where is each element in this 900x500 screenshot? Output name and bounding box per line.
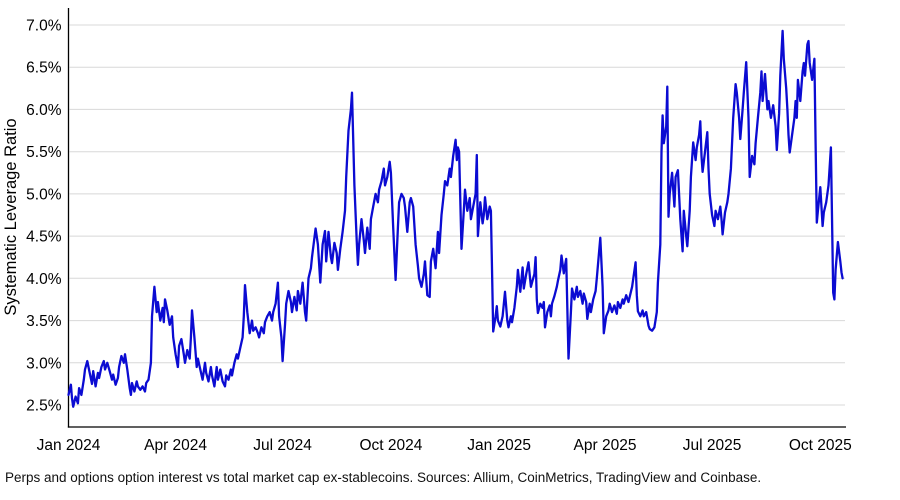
series-line xyxy=(67,29,844,408)
y-axis-title: Systematic Leverage Ratio xyxy=(2,118,20,315)
y-tick-label: 5.0% xyxy=(26,186,62,203)
leverage-chart-svg: Systematic Leverage Ratio 7.0% 6.5% 6.0% 5.… xyxy=(2,8,852,454)
y-tick-label: 7.0% xyxy=(26,18,62,35)
y-tick-label: 3.5% xyxy=(26,313,62,330)
x-tick-label: Jan 2025 xyxy=(467,437,531,454)
y-tick-label: 4.0% xyxy=(26,271,62,288)
x-tick-label: Jul 2024 xyxy=(253,437,312,454)
x-tick-label: Jan 2024 xyxy=(37,437,101,454)
x-tick-label: Jul 2025 xyxy=(683,437,742,454)
y-tick-label: 6.5% xyxy=(26,60,62,77)
chart-container: Systematic Leverage Ratio 7.0% 6.5% 6.0% 5.… xyxy=(2,8,852,454)
x-tick-label: Apr 2024 xyxy=(144,437,207,454)
y-tick-label: 4.5% xyxy=(26,229,62,246)
x-tick-label: Oct 2024 xyxy=(359,437,422,454)
x-tick-label: Oct 2025 xyxy=(789,437,852,454)
y-tick-label: 3.0% xyxy=(26,355,62,372)
y-tick-label: 6.0% xyxy=(26,102,62,119)
x-tick-label: Apr 2025 xyxy=(574,437,637,454)
chart-caption: Perps and options option interest vs tot… xyxy=(5,470,762,485)
y-tick-label: 2.5% xyxy=(26,398,62,415)
y-tick-label: 5.5% xyxy=(26,144,62,161)
